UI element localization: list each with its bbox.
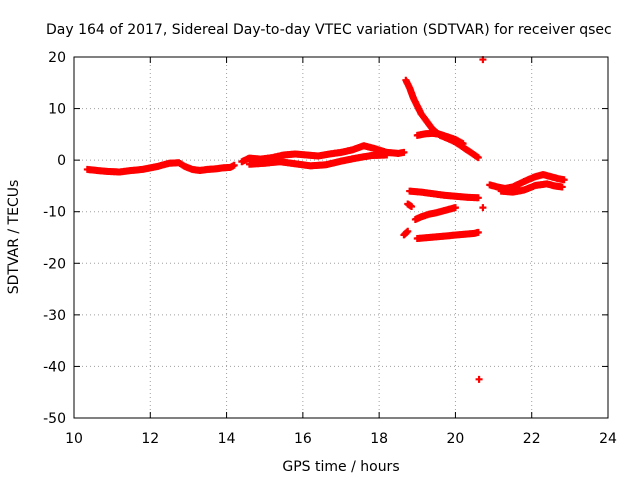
series-arc-4: [413, 129, 467, 148]
series-arc-10: [479, 204, 487, 212]
series-arc-3: [402, 76, 482, 162]
data-point: [558, 183, 566, 191]
x-tick-label: 16: [294, 431, 312, 447]
y-tick-label: -10: [43, 205, 66, 221]
y-tick-label: 0: [57, 153, 66, 169]
data-point: [404, 227, 412, 235]
series-arc-14: [497, 180, 566, 196]
x-tick-label: 22: [523, 431, 541, 447]
data-point: [474, 194, 482, 202]
y-axis-ticks: -50 -40 -30 -20 -10 0 10 20: [43, 50, 608, 427]
series-arc-2b: [245, 151, 391, 170]
y-tick-label: -40: [43, 359, 66, 375]
data-point: [560, 176, 568, 184]
data-point: [475, 375, 483, 383]
x-tick-label: 24: [599, 431, 617, 447]
x-axis-label: GPS time / hours: [282, 459, 399, 475]
data-point: [408, 203, 416, 211]
plot-border: [73, 56, 609, 419]
y-tick-label: 20: [48, 50, 66, 66]
series-arc-9: [413, 228, 482, 243]
data-point: [400, 148, 408, 156]
x-tick-label: 20: [447, 431, 465, 447]
series-arc-8: [400, 227, 412, 239]
y-tick-label: -30: [43, 308, 66, 324]
series-arc-5: [406, 187, 482, 202]
data-point: [479, 204, 487, 212]
x-tick-label: 10: [65, 431, 83, 447]
series-arc-6: [404, 200, 416, 211]
data-point: [474, 228, 482, 236]
series-arc-1: [83, 159, 238, 176]
data-points: [83, 56, 568, 383]
chart-title: Day 164 of 2017, Sidereal Day-to-day VTE…: [46, 22, 612, 38]
data-point: [383, 151, 391, 159]
x-tick-label: 12: [141, 431, 159, 447]
y-tick-label: -20: [43, 256, 66, 272]
data-point: [451, 204, 459, 212]
y-tick-label: -50: [43, 411, 66, 427]
data-point: [474, 154, 482, 162]
data-point: [459, 140, 467, 148]
x-tick-label: 18: [370, 431, 388, 447]
x-axis-ticks: 10 12 14 16 18 20 22 24: [65, 57, 617, 447]
y-tick-label: 10: [48, 102, 66, 118]
grid: [74, 57, 608, 418]
y-axis-label: SDTVAR / TECUs: [6, 180, 22, 295]
series-arc-12: [475, 375, 483, 383]
x-tick-label: 14: [218, 431, 236, 447]
data-point: [230, 161, 238, 169]
series-arc-7: [411, 204, 459, 223]
